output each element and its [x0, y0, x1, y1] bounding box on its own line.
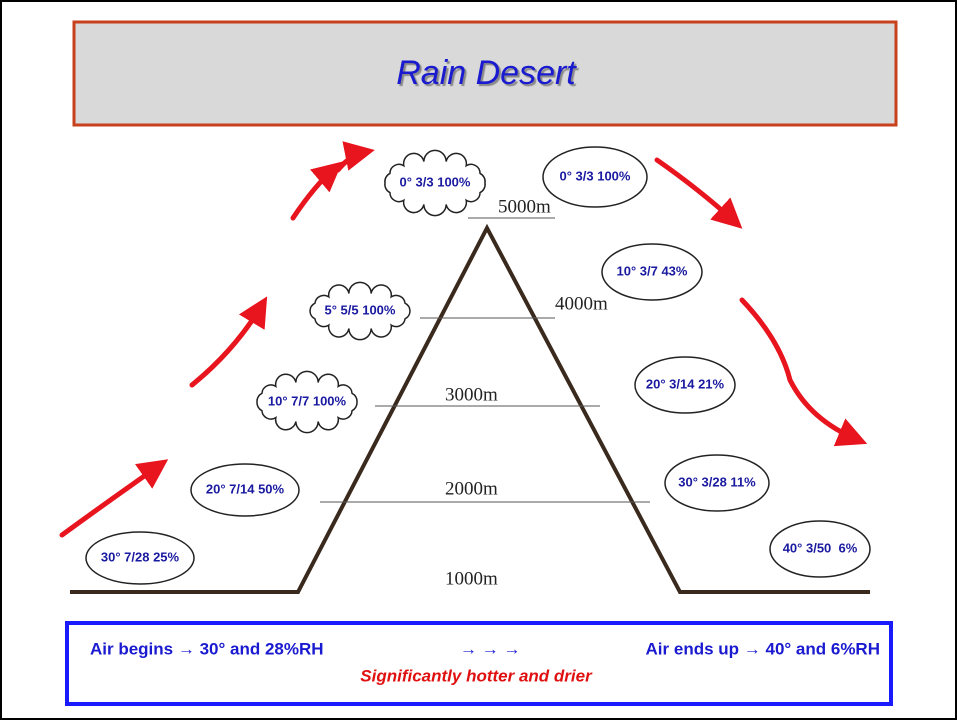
mountain: [70, 217, 870, 594]
bubble: [634, 356, 736, 414]
bubble: [664, 454, 770, 512]
cloud: [309, 281, 411, 341]
bubble-label: 0° 3/3 100%: [560, 168, 631, 183]
bubble: [769, 520, 871, 578]
bubble-label: 10° 7/7 100%: [268, 393, 347, 408]
arrows: [59, 141, 868, 538]
altitude-label: 1000m: [445, 568, 498, 589]
mountain-outline: [70, 223, 870, 594]
arrow: [739, 297, 868, 447]
title-box: [72, 20, 898, 127]
summary-end: Air ends up → 40° and 6%RH: [646, 639, 880, 658]
altitude-label: 4000m: [555, 293, 608, 314]
bubbles: 0° 3/3 100% 5° 5/5 100% 10° 7/7 100% 20° 7/…: [85, 146, 871, 585]
cloud: [256, 370, 358, 434]
arrow: [290, 161, 343, 221]
bubble-label: 20° 7/14 50%: [206, 481, 285, 496]
bubble-label: 10° 3/7 43%: [617, 263, 688, 278]
bubble-label: 5° 5/5 100%: [325, 302, 396, 317]
arrow: [335, 141, 375, 173]
bubble-label: 0° 3/3 100%: [400, 174, 471, 189]
bubble-label: 30° 3/28 11%: [678, 474, 756, 489]
bubble-label: 30° 7/28 25%: [101, 549, 180, 564]
arrow: [654, 157, 743, 229]
cloud: [384, 149, 486, 217]
summary-box: [65, 621, 893, 706]
bubble-label: 40° 3/50 6%: [783, 540, 858, 555]
bubble: [190, 463, 300, 517]
bubble-label: 20° 3/14 21%: [646, 376, 725, 391]
arrow: [189, 296, 268, 388]
bubble: [601, 243, 703, 301]
altitude-label: 5000m: [498, 196, 551, 217]
summary-start: Air begins → 30° and 28%RH: [90, 639, 324, 658]
arrow: [59, 459, 169, 538]
summary-conclusion: Significantly hotter and drier: [360, 666, 593, 685]
bubble: [542, 146, 648, 208]
altitude-label: 2000m: [445, 478, 498, 499]
bubble: [85, 531, 195, 585]
altitude-label: 3000m: [445, 384, 498, 405]
summary-arrows: → → →: [460, 639, 520, 658]
title: Rain Desert: [396, 54, 577, 92]
